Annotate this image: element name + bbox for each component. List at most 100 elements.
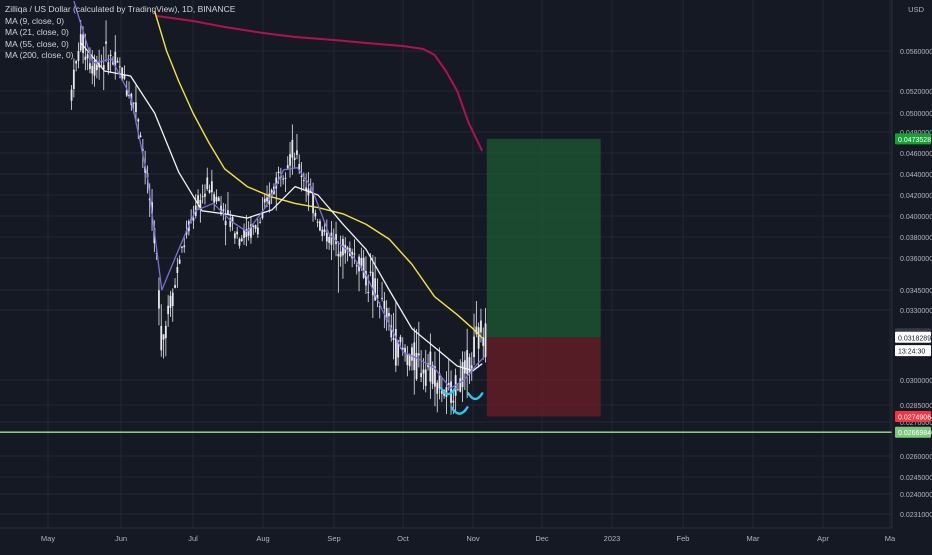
candle-120[interactable]: [346, 246, 349, 262]
candle-45[interactable]: [174, 278, 176, 289]
candle-177[interactable]: [477, 322, 480, 368]
candle-117[interactable]: [339, 235, 342, 267]
candle-80[interactable]: [254, 224, 257, 233]
price-label-2[interactable]: 0.03182891: [895, 331, 932, 343]
candle-81[interactable]: [256, 218, 259, 239]
candle-107[interactable]: [316, 218, 319, 228]
candle-133[interactable]: [376, 278, 379, 308]
candle-100[interactable]: [300, 162, 303, 192]
profit-zone[interactable]: [486, 138, 601, 338]
candle-92[interactable]: [282, 175, 285, 185]
candle-79[interactable]: [252, 223, 255, 235]
candle-173[interactable]: [468, 353, 471, 384]
candle-14[interactable]: [102, 46, 105, 91]
pattern-arc-1[interactable]: [450, 406, 469, 415]
price-label-5[interactable]: 0.02669846: [895, 426, 932, 438]
candle-82[interactable]: [259, 217, 262, 224]
candle-47[interactable]: [178, 255, 181, 265]
candle-124[interactable]: [355, 261, 358, 275]
candle-109[interactable]: [321, 226, 324, 242]
candle-7[interactable]: [86, 51, 89, 71]
candle-158[interactable]: [434, 351, 436, 407]
candle-23[interactable]: [123, 65, 126, 81]
candle-138[interactable]: [388, 307, 390, 331]
legend-ma-55[interactable]: MA (55, close, 0): [5, 38, 69, 49]
candle-170[interactable]: [461, 351, 464, 403]
candle-28[interactable]: [135, 85, 137, 124]
candle-119[interactable]: [344, 237, 347, 264]
candle-152[interactable]: [420, 350, 423, 383]
candle-105[interactable]: [312, 182, 314, 222]
candle-125[interactable]: [358, 254, 360, 292]
candle-112[interactable]: [328, 235, 331, 250]
pattern-arc-0[interactable]: [439, 387, 457, 396]
candle-66[interactable]: [222, 202, 225, 221]
candle-41[interactable]: [164, 320, 167, 357]
legend-ma-200[interactable]: MA (200, close, 0): [5, 50, 74, 60]
candle-127[interactable]: [362, 249, 365, 280]
candle-150[interactable]: [415, 329, 418, 381]
candle-149[interactable]: [413, 327, 416, 395]
candle-44[interactable]: [171, 288, 174, 322]
candle-153[interactable]: [422, 358, 425, 390]
candle-95[interactable]: [289, 141, 291, 178]
candle-155[interactable]: [427, 354, 429, 371]
pattern-arc-2[interactable]: [467, 392, 484, 401]
candle-160[interactable]: [438, 347, 441, 400]
candle-172[interactable]: [466, 328, 469, 399]
candle-135[interactable]: [381, 281, 383, 302]
candle-122[interactable]: [351, 248, 354, 268]
candle-146[interactable]: [406, 346, 409, 377]
candle-151[interactable]: [417, 321, 420, 368]
candle-136[interactable]: [383, 292, 386, 329]
candle-147[interactable]: [408, 353, 411, 371]
candle-64[interactable]: [217, 196, 220, 202]
candle-108[interactable]: [319, 218, 321, 232]
position-zones[interactable]: [486, 138, 601, 417]
candle-48[interactable]: [181, 246, 183, 253]
candle-0[interactable]: [70, 85, 73, 110]
candle-111[interactable]: [325, 219, 328, 250]
candle-53[interactable]: [192, 205, 195, 229]
candle-61[interactable]: [210, 169, 213, 201]
candle-43[interactable]: [169, 290, 172, 317]
candle-46[interactable]: [176, 257, 179, 288]
candle-142[interactable]: [397, 339, 400, 366]
candle-65[interactable]: [220, 196, 222, 216]
candle-168[interactable]: [457, 383, 459, 391]
candle-57[interactable]: [201, 184, 204, 204]
loss-zone[interactable]: [486, 337, 601, 417]
candle-126[interactable]: [360, 247, 363, 271]
candle-71[interactable]: [233, 231, 236, 245]
candle-15[interactable]: [105, 20, 107, 62]
candle-67[interactable]: [224, 203, 227, 246]
candle-106[interactable]: [314, 209, 317, 220]
candle-1[interactable]: [72, 58, 75, 98]
candle-113[interactable]: [330, 221, 333, 260]
candle-59[interactable]: [206, 167, 209, 191]
candle-97[interactable]: [293, 152, 296, 168]
candle-154[interactable]: [424, 349, 427, 393]
candle-159[interactable]: [436, 380, 439, 413]
candle-179[interactable]: [482, 327, 485, 360]
candle-78[interactable]: [250, 217, 252, 244]
candle-137[interactable]: [385, 300, 388, 331]
candle-74[interactable]: [240, 235, 243, 243]
candle-157[interactable]: [431, 361, 434, 390]
candle-84[interactable]: [263, 193, 266, 209]
candle-96[interactable]: [291, 124, 294, 175]
candle-94[interactable]: [286, 156, 289, 171]
candle-115[interactable]: [335, 221, 337, 257]
candle-2[interactable]: [75, 59, 78, 72]
ma21-line[interactable]: [80, 42, 483, 372]
candle-20[interactable]: [116, 57, 119, 63]
candle-38[interactable]: [158, 277, 160, 326]
candle-49[interactable]: [183, 237, 186, 253]
candle-75[interactable]: [243, 223, 245, 245]
candle-89[interactable]: [275, 171, 278, 211]
candle-42[interactable]: [167, 294, 170, 327]
candle-62[interactable]: [213, 191, 216, 211]
candle-58[interactable]: [204, 184, 206, 205]
price-label-4[interactable]: 0.02749064: [895, 410, 932, 422]
